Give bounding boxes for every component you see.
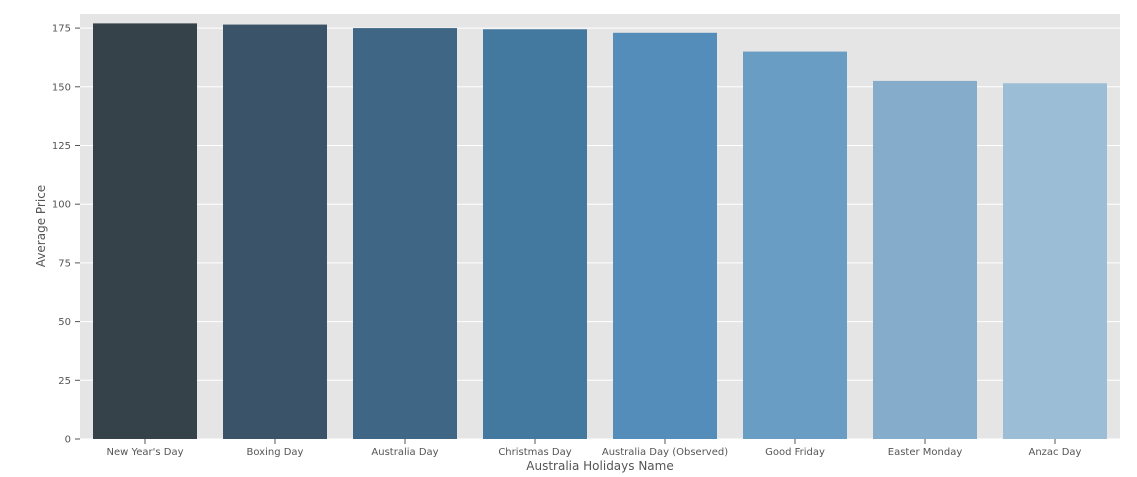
x-tick-label-6: Good Friday [765,447,825,458]
y-tick-label-125: 125 [52,141,71,152]
y-axis-title: Average Price [34,185,48,267]
x-tick-label-4: Christmas Day [498,447,571,458]
y-axis-ticks: 0 25 50 75 100 125 150 175 [52,24,80,446]
x-tick-label-8: Anzac Day [1029,447,1082,458]
bar-7 [873,80,977,439]
bar-8 [1003,83,1107,440]
bar-3 [353,28,457,439]
x-tick-label-7: Easter Monday [888,447,963,458]
bar-6 [743,51,847,439]
x-tick-label-3: Australia Day [371,447,438,458]
y-tick-label-50: 50 [58,317,71,328]
y-tick-label-0: 0 [65,435,71,446]
x-tick-label-1: New Year's Day [106,447,183,458]
x-tick-label-5: Australia Day (Observed) [602,447,728,458]
bar-5 [613,32,717,439]
y-tick-label-150: 150 [52,82,71,93]
x-tick-label-2: Boxing Day [247,447,304,458]
y-tick-label-175: 175 [52,24,71,35]
x-axis-title: Australia Holidays Name [526,459,673,473]
bars [93,23,1107,440]
bar-1 [93,23,197,439]
y-tick-label-25: 25 [58,376,71,387]
y-tick-label-100: 100 [52,200,71,211]
x-axis-ticks: New Year's Day Boxing Day Australia Day Chr… [106,439,1082,458]
bar-4 [483,29,587,440]
y-tick-label-75: 75 [58,258,71,269]
bar-2 [223,24,327,440]
